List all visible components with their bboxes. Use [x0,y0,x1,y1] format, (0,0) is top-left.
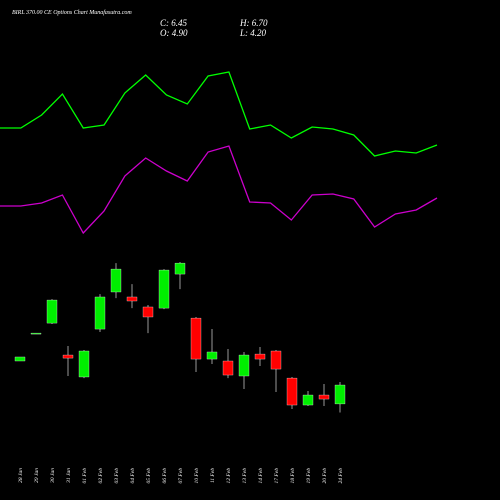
x-tick-label: 07 Feb [178,468,184,484]
x-tick-label: 19 Feb [306,468,312,484]
candle-body [174,262,186,275]
candle-body [62,354,74,359]
chart-title: BIRL 370.00 CE Options Chart Munafasutra… [12,9,132,16]
ohlc-low: L: 4.20 [239,28,267,38]
ohlc-high: H: 6.70 [239,18,268,28]
candle-body [46,299,58,324]
candle-body [206,351,218,360]
candle-body [334,384,346,405]
candle-body [286,377,298,406]
candle-body [30,332,42,335]
x-tick-label: 24 Feb [337,468,344,484]
candle-body [126,296,138,302]
x-tick-label: 14 Feb [257,468,264,484]
candle-body [318,394,330,400]
x-tick-label: 02 Feb [98,468,104,484]
candle-body [110,268,122,293]
x-tick-label: 28 Jan [18,468,24,483]
ohlc-close: C: 6.45 [160,18,188,28]
candle-body [238,354,250,377]
candle-body [94,296,106,330]
x-tick-label: 03 Feb [114,468,120,484]
x-tick-label: 31 Jan [66,468,72,484]
ohlc-open: O: 4.90 [160,28,188,38]
candle-body [254,353,266,360]
candle-body [14,356,26,362]
candle-body [222,360,234,376]
indicator-line [0,71,438,157]
candle-body [190,317,202,360]
candle-body [142,306,154,318]
candle-body [78,350,90,378]
x-tick-label: 29 Jan [34,468,40,483]
x-tick-label: 05 Feb [146,468,152,484]
x-tick-label: 12 Feb [226,468,232,484]
candle-body [302,394,314,406]
x-tick-label: 30 Jan [50,468,56,484]
x-tick-label: 10 Feb [194,468,200,484]
x-tick-label: 01 Feb [82,468,88,484]
x-tick-label: 11 Feb [210,468,216,483]
candle-body [158,269,170,309]
x-tick-label: 13 Feb [242,468,248,484]
indicator-line [0,145,438,235]
x-tick-label: 17 Feb [274,468,280,484]
x-tick-label: 20 Feb [322,468,328,484]
x-tick-label: 04 Feb [129,468,136,484]
x-tick-label: 06 Feb [162,468,168,484]
candle-body [270,350,282,370]
x-tick-label: 18 Feb [290,468,296,484]
